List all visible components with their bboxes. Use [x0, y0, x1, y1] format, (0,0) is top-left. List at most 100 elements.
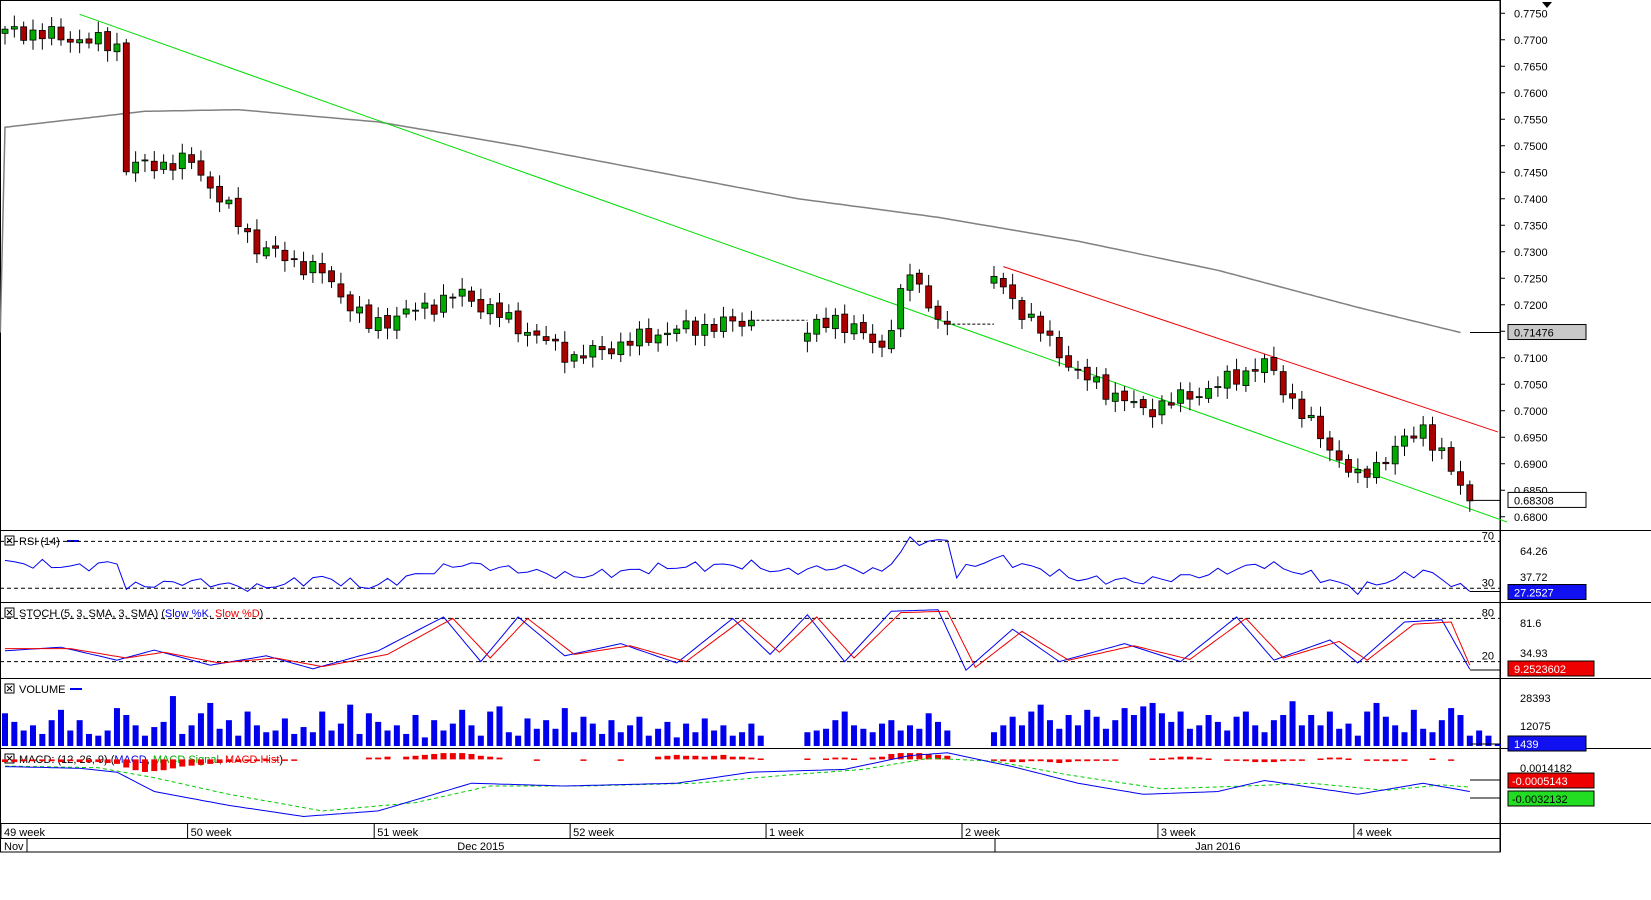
macd-hist-bar — [1252, 759, 1259, 763]
price-tick-label: 0.7600 — [1514, 88, 1548, 100]
candle-down — [533, 330, 541, 336]
macd-hist-bar — [1364, 759, 1371, 761]
candles-group — [1, 15, 1474, 512]
macd-hist-bar — [720, 754, 727, 760]
volume-bar — [412, 715, 419, 746]
volume-bar — [477, 735, 484, 746]
price-tick-label: 0.7400 — [1514, 194, 1548, 206]
volume-bar — [748, 723, 755, 746]
candle-up — [374, 317, 382, 331]
volume-bar — [1476, 730, 1483, 746]
candle-down — [608, 348, 615, 355]
candle-down — [365, 304, 373, 329]
candle-down — [272, 245, 279, 249]
candle-down — [841, 313, 849, 333]
candle-up — [113, 43, 121, 53]
candle-up — [803, 332, 811, 342]
macd-hist-bar — [132, 759, 139, 771]
volume-bar — [907, 725, 914, 746]
price-tick-label: 0.7750 — [1514, 8, 1548, 20]
candle-down — [552, 338, 559, 342]
volume-bar — [169, 696, 176, 746]
rsi-level-30-label: 30 — [1482, 577, 1494, 589]
macd-hist-bar — [888, 753, 895, 760]
volume-bar — [673, 737, 680, 746]
volume-bar — [1466, 735, 1473, 746]
volume-bar — [1056, 728, 1063, 746]
candle-down — [449, 296, 457, 299]
volume-bar — [552, 728, 559, 746]
volume-bar — [1401, 732, 1408, 746]
volume-bar — [1252, 725, 1259, 746]
volume-bar — [375, 721, 382, 746]
candle-up — [412, 309, 419, 312]
volume-bar — [11, 721, 18, 746]
macd-hist-bar — [907, 753, 914, 760]
candle-up — [160, 161, 168, 170]
volume-bar — [272, 730, 279, 746]
macd-hist-bar — [39, 759, 46, 762]
macd-hist-bar — [757, 758, 764, 760]
macd-hist-bar — [879, 756, 886, 760]
macd-hist-bar — [1074, 759, 1081, 762]
candle-up — [76, 39, 84, 44]
candle-up — [654, 334, 662, 344]
macd-hist-bar — [832, 757, 839, 760]
macd-hist-bar — [655, 756, 662, 760]
volume-bar — [487, 711, 494, 746]
price-tick-label: 0.7000 — [1514, 406, 1548, 418]
price-tick-label: 0.6800 — [1514, 512, 1548, 524]
candle-up — [1401, 435, 1408, 447]
candle-down — [290, 258, 298, 261]
candle-down — [1083, 366, 1091, 381]
legend-entry: MACD — [114, 754, 146, 766]
macd-hist-bar — [841, 757, 848, 760]
macd-hist-bar — [1186, 756, 1193, 760]
candle-down — [1289, 393, 1296, 399]
macd-hist-bar — [449, 753, 456, 760]
volume-bar — [1130, 715, 1137, 746]
rsi-panel-title: RSI (14) — [19, 536, 60, 548]
candle-down — [1345, 459, 1352, 473]
candle-down — [738, 320, 746, 327]
candle-down — [934, 305, 942, 320]
volume-bar — [1186, 728, 1193, 746]
volume-bar — [524, 718, 531, 746]
macd-hist-bar — [916, 753, 923, 760]
volume-bar — [1438, 720, 1445, 746]
volume-bar — [571, 732, 578, 746]
candle-down — [1046, 330, 1054, 336]
stoch-level-80-label: 80 — [1482, 607, 1494, 619]
macd-hist-bar — [1233, 759, 1240, 761]
volume-bar — [1018, 725, 1025, 746]
macd-hist-bar — [244, 759, 251, 762]
volume-bar — [1158, 713, 1165, 746]
macd-hist-bar — [179, 759, 186, 767]
volume-bar — [813, 730, 820, 746]
candle-down — [999, 278, 1007, 288]
candle-down — [1279, 371, 1287, 396]
week-label: 3 week — [1161, 827, 1196, 839]
volume-bar — [337, 723, 344, 746]
stoch-tick-label: 34.93 — [1520, 648, 1548, 660]
volume-bar — [701, 718, 708, 746]
candle-down — [645, 328, 653, 343]
rsi-value-label: 27.2527 — [1514, 588, 1554, 600]
macd-hist-bar — [487, 756, 494, 760]
volume-bar — [1224, 730, 1231, 746]
volume-bar — [757, 735, 764, 746]
volume-bar — [1261, 732, 1268, 746]
macd-hist-bar — [1270, 759, 1277, 763]
candle-down — [85, 38, 93, 44]
candle-down — [169, 163, 177, 171]
candle-up — [636, 328, 643, 347]
candle-up — [617, 341, 625, 356]
macd-hist-bar — [291, 759, 298, 761]
legend-entry: RSI (14) — [19, 536, 60, 548]
candle-up — [440, 294, 447, 313]
macd-hist-bar — [29, 759, 36, 762]
macd-hist-bar — [403, 756, 410, 760]
price-tick-label: 0.7200 — [1514, 300, 1548, 312]
candle-down — [234, 197, 242, 227]
candle-down — [1233, 369, 1240, 385]
